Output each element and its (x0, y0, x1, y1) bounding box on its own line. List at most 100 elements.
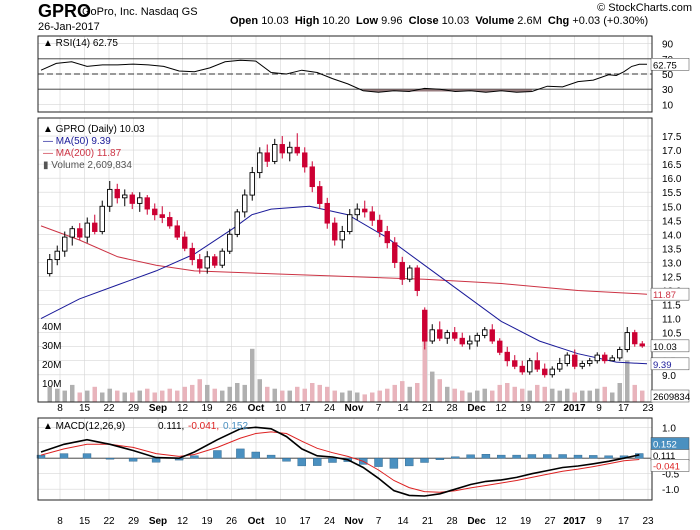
rsi-tick-label: 10 (662, 100, 674, 111)
volume-bar (632, 384, 637, 402)
volume-bar (62, 390, 67, 402)
x-tick-label-bottom: Oct (248, 516, 265, 527)
macd-histogram-bar (604, 455, 613, 459)
quote-summary: Open 10.03 High 10.20 Low 9.96 Close 10.… (230, 15, 648, 27)
volume-bar (430, 371, 435, 402)
high-value: 10.20 (322, 15, 350, 27)
candle-body (144, 197, 150, 210)
volume-bar (550, 388, 555, 402)
volume-bar (212, 388, 217, 402)
ma50-value-tag: 9.39 (653, 360, 672, 371)
volume-bar (490, 390, 495, 402)
macd-histogram-bar (558, 454, 567, 459)
candle-body (399, 261, 405, 280)
volume-bar (70, 384, 75, 402)
signal-value-tag: -0.041 (653, 461, 680, 472)
volume-bar (175, 390, 180, 402)
candle-body (264, 152, 270, 162)
volume-bar (145, 388, 150, 402)
volume-bar (467, 392, 472, 402)
x-tick-label-bottom: 19 (520, 516, 532, 527)
x-tick-label-price: 17 (299, 403, 311, 414)
volume-bar (580, 390, 585, 402)
macd-tick-label: -0.5 (662, 470, 680, 481)
volume-bar (242, 384, 247, 402)
candle-body (159, 214, 165, 218)
price-tick-label: 9.0 (662, 371, 676, 382)
volume-bar (385, 388, 390, 402)
candle-body (272, 144, 278, 162)
macd-legend-hist: 0.152 (223, 421, 248, 432)
open-label: Open (230, 15, 259, 27)
candle-body (564, 354, 570, 364)
x-tick-label-bottom: 17 (299, 516, 311, 527)
volume-bar (460, 390, 465, 402)
candle-body (114, 188, 120, 199)
volume-bar (190, 384, 195, 402)
price-legend-volume: ▮ Volume 2,609,834 (43, 160, 132, 171)
macd-histogram-bar (481, 454, 491, 459)
candle-body (212, 256, 218, 266)
low-label: Low (356, 15, 379, 27)
volume-bar (85, 390, 90, 402)
macd-histogram-bar (573, 454, 583, 459)
macd-histogram-bar (497, 454, 506, 459)
ma50-line (40, 205, 648, 365)
volume-bar (272, 388, 277, 402)
price-tick-label: 17.5 (662, 132, 682, 143)
volume-bar (377, 390, 382, 402)
candle-body (384, 231, 390, 244)
price-tick-label: 12.5 (662, 272, 682, 283)
macd-histogram-bar (59, 453, 69, 459)
candle-body (377, 219, 383, 232)
price-legend-ma50: — MA(50) 9.39 (43, 136, 111, 147)
volume-bar (100, 392, 105, 402)
volume-bar (505, 383, 510, 402)
macd-histogram-bar (543, 454, 552, 459)
candle-body (167, 217, 173, 227)
x-tick-label-price: 24 (324, 403, 336, 414)
volume-value-tag: 2609834 (653, 392, 690, 403)
x-tick-label-bottom: 10 (275, 516, 287, 527)
close-value-tag: 10.03 (653, 342, 677, 353)
volume-bar (160, 390, 165, 402)
volume-value-tag-bg (650, 389, 690, 403)
volume-bar (482, 388, 487, 402)
close-value-tag-bg (650, 339, 690, 353)
rsi-line (40, 59, 647, 93)
candle-body (542, 368, 548, 376)
x-tick-label-price: 23 (642, 403, 654, 414)
x-tick-label-bottom: Sep (149, 516, 167, 527)
x-tick-label-bottom: 23 (642, 516, 654, 527)
candle-body (294, 146, 300, 154)
volume-bar (452, 388, 457, 402)
rsi-tick-label: 90 (662, 40, 674, 51)
candle-body (422, 309, 428, 342)
candle-body (347, 214, 353, 233)
volume-value: 2.6M (517, 15, 542, 27)
high-label: High (294, 15, 320, 27)
candle-body (467, 340, 473, 345)
candle-body (99, 205, 105, 233)
volume-bar (362, 394, 367, 402)
candle-body (324, 202, 330, 224)
volume-bar (340, 392, 345, 402)
price-tick-label: 11.0 (662, 315, 681, 326)
candle-body (369, 211, 375, 221)
candle-body (444, 332, 450, 339)
candle-body (527, 360, 533, 373)
candle-body (257, 152, 263, 174)
volume-bar (205, 384, 210, 402)
x-tick-label-bottom: 12 (495, 516, 507, 527)
volume-bar (295, 386, 300, 402)
volume-tick-label: 40M (42, 322, 61, 333)
x-tick-label-price: 17 (618, 403, 630, 414)
macd-histogram-bar (527, 454, 537, 459)
candle-body (602, 354, 608, 362)
candle-body (54, 250, 60, 261)
candle-body (504, 351, 510, 362)
volume-bar (250, 348, 255, 402)
candle-body (339, 231, 345, 241)
macd-histogram-bar (151, 458, 161, 463)
